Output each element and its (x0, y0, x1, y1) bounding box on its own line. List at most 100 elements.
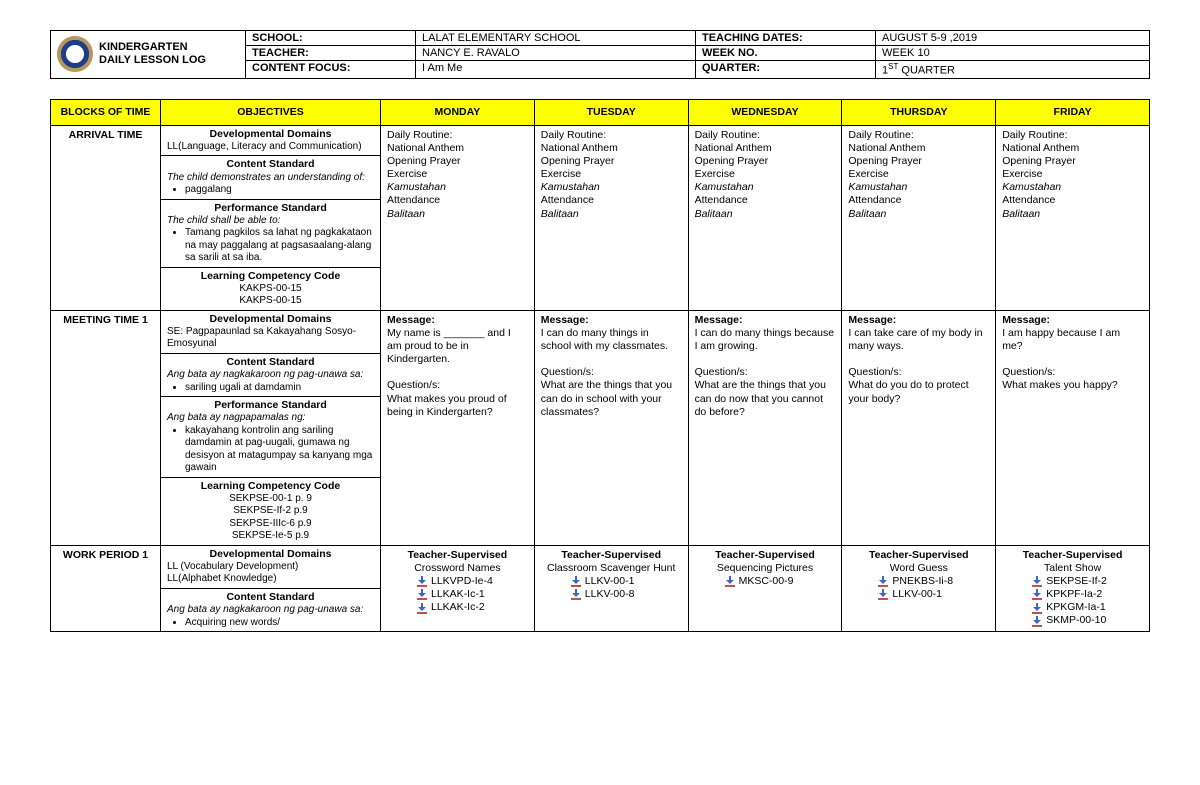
meeting-cs-item: sariling ugali at damdamin (185, 382, 374, 395)
bullet-icon (725, 576, 735, 586)
meeting-cs-body: Ang bata ay nagkakaroon ng pag-unawa sa: (167, 369, 374, 382)
meeting-thu-q-label: Question/s: (848, 366, 901, 378)
label-week-no: WEEK NO. (696, 46, 876, 61)
value-school: LALAT ELEMENTARY SCHOOL (416, 31, 696, 46)
header-left: KINDERGARTEN DAILY LESSON LOG (51, 31, 246, 78)
meeting-fri-q-label: Question/s: (1002, 366, 1055, 378)
meeting-wed-msg-label: Message: (695, 314, 743, 326)
col-wed: WEDNESDAY (688, 99, 842, 125)
row-work: WORK PERIOD 1 Developmental Domains LL (… (51, 545, 1150, 631)
meeting-wed: Message: I can do many things because I … (688, 310, 842, 545)
bullet-icon (1032, 616, 1042, 626)
meeting-mon-q: What makes you proud of being in Kinderg… (387, 393, 507, 418)
meeting-tue: Message: I can do many things in school … (534, 310, 688, 545)
meeting-tue-msg-label: Message: (541, 314, 589, 326)
bullet-icon (571, 576, 581, 586)
meeting-fri-msg-label: Message: (1002, 314, 1050, 326)
row-arrival: ARRIVAL TIME Developmental Domains LL(La… (51, 125, 1150, 310)
arrival-lc2: KAKPS-00-15 (167, 295, 374, 308)
meeting-mon-msg: My name is _______ and I am proud to be … (387, 327, 511, 365)
work-wed: Teacher-SupervisedSequencing PicturesMKS… (688, 545, 842, 631)
meeting-thu-msg-label: Message: (848, 314, 896, 326)
label-teaching-dates: TEACHING DATES: (696, 31, 876, 46)
meeting-tue-q-label: Question/s: (541, 366, 594, 378)
label-content-focus: CONTENT FOCUS: (246, 61, 416, 78)
arrival-lc-head: Learning Competency Code (167, 270, 374, 283)
work-cs-item: Acquiring new words/ (185, 617, 374, 630)
meeting-mon-msg-label: Message: (387, 314, 435, 326)
row-meeting: MEETING TIME 1 Developmental Domains SE:… (51, 310, 1150, 545)
meeting-mon-q-label: Question/s: (387, 379, 440, 391)
arrival-ps-item: Tamang pagkilos sa lahat ng pagkakataon … (185, 227, 374, 265)
bullet-icon (417, 603, 427, 613)
work-title: WORK PERIOD 1 (51, 545, 161, 631)
col-blocks: BLOCKS OF TIME (51, 99, 161, 125)
work-objectives: Developmental Domains LL (Vocabulary Dev… (161, 545, 381, 631)
meeting-ps-item: kakayahang kontrolin ang sariling damdam… (185, 425, 374, 475)
arrival-ps-head: Performance Standard (167, 202, 374, 215)
arrival-mon: Daily Routine:National AnthemOpening Pra… (381, 125, 535, 310)
meeting-mon: Message: My name is _______ and I am pro… (381, 310, 535, 545)
meeting-wed-q-label: Question/s: (695, 366, 748, 378)
meeting-lc-3: SEKPSE-Ie-5 p.9 (167, 530, 374, 543)
meeting-tue-msg: I can do many things in school with my c… (541, 327, 668, 352)
meeting-dd-head: Developmental Domains (167, 313, 374, 326)
arrival-lc1: KAKPS-00-15 (167, 283, 374, 296)
bullet-icon (1032, 603, 1042, 613)
value-teacher: NANCY E. RAVALO (416, 46, 696, 61)
arrival-cs-head: Content Standard (167, 158, 374, 171)
meeting-lc-head: Learning Competency Code (167, 480, 374, 493)
col-objectives: OBJECTIVES (161, 99, 381, 125)
meeting-wed-q: What are the things that you can do now … (695, 379, 826, 417)
bullet-icon (878, 576, 888, 586)
meeting-thu-q: What do you do to protect your body? (848, 379, 968, 404)
work-cs-head: Content Standard (167, 591, 374, 604)
arrival-cs-item: paggalang (185, 184, 374, 197)
bullet-icon (1032, 576, 1042, 586)
lesson-table: BLOCKS OF TIME OBJECTIVES MONDAY TUESDAY… (50, 99, 1150, 632)
arrival-dd-body: LL(Language, Literacy and Communication) (167, 141, 374, 154)
arrival-ps-body: The child shall be able to: (167, 215, 374, 228)
col-mon: MONDAY (381, 99, 535, 125)
quarter-sup: ST (888, 62, 898, 71)
label-quarter: QUARTER: (696, 61, 876, 78)
work-dd-body2: LL(Alphabet Knowledge) (167, 573, 374, 586)
meeting-wed-msg: I can do many things because I am growin… (695, 327, 835, 352)
work-tue: Teacher-SupervisedClassroom Scavenger Hu… (534, 545, 688, 631)
value-quarter: 1ST QUARTER (876, 61, 1149, 78)
value-teaching-dates: AUGUST 5-9 ,2019 (876, 31, 1149, 46)
deped-logo (57, 36, 93, 72)
title-line1: KINDERGARTEN (99, 41, 188, 53)
header-box: KINDERGARTEN DAILY LESSON LOG SCHOOL: LA… (50, 30, 1150, 79)
quarter-text: QUARTER (898, 65, 955, 77)
bullet-icon (571, 589, 581, 599)
work-mon: Teacher-SupervisedCrossword NamesLLKVPD-… (381, 545, 535, 631)
col-thu: THURSDAY (842, 99, 996, 125)
header-grid: SCHOOL: LALAT ELEMENTARY SCHOOL TEACHING… (246, 31, 1149, 78)
col-fri: FRIDAY (996, 99, 1150, 125)
bullet-icon (1032, 589, 1042, 599)
meeting-lc-2: SEKPSE-IIIc-6 p.9 (167, 518, 374, 531)
bullet-icon (417, 576, 427, 586)
work-dd-head: Developmental Domains (167, 548, 374, 561)
label-teacher: TEACHER: (246, 46, 416, 61)
work-cs-body: Ang bata ay nagkakaroon ng pag-unawa sa: (167, 604, 374, 617)
work-fri: Teacher-SupervisedTalent ShowSEKPSE-If-2… (996, 545, 1150, 631)
arrival-tue: Daily Routine:National AnthemOpening Pra… (534, 125, 688, 310)
meeting-objectives: Developmental Domains SE: Pagpapaunlad s… (161, 310, 381, 545)
meeting-fri-msg: I am happy because I am me? (1002, 327, 1120, 352)
meeting-lc-0: SEKPSE-00-1 p. 9 (167, 493, 374, 506)
table-header-row: BLOCKS OF TIME OBJECTIVES MONDAY TUESDAY… (51, 99, 1150, 125)
bullet-icon (417, 589, 427, 599)
meeting-tue-q: What are the things that you can do in s… (541, 379, 672, 417)
meeting-ps-head: Performance Standard (167, 399, 374, 412)
value-week-no: WEEK 10 (876, 46, 1149, 61)
arrival-cs-body: The child demonstrates an understanding … (167, 172, 374, 185)
arrival-objectives: Developmental Domains LL(Language, Liter… (161, 125, 381, 310)
arrival-title: ARRIVAL TIME (51, 125, 161, 310)
meeting-thu: Message: I can take care of my body in m… (842, 310, 996, 545)
bullet-icon (878, 589, 888, 599)
meeting-ps-body: Ang bata ay nagpapamalas ng: (167, 412, 374, 425)
label-school: SCHOOL: (246, 31, 416, 46)
arrival-dd-head: Developmental Domains (167, 128, 374, 141)
